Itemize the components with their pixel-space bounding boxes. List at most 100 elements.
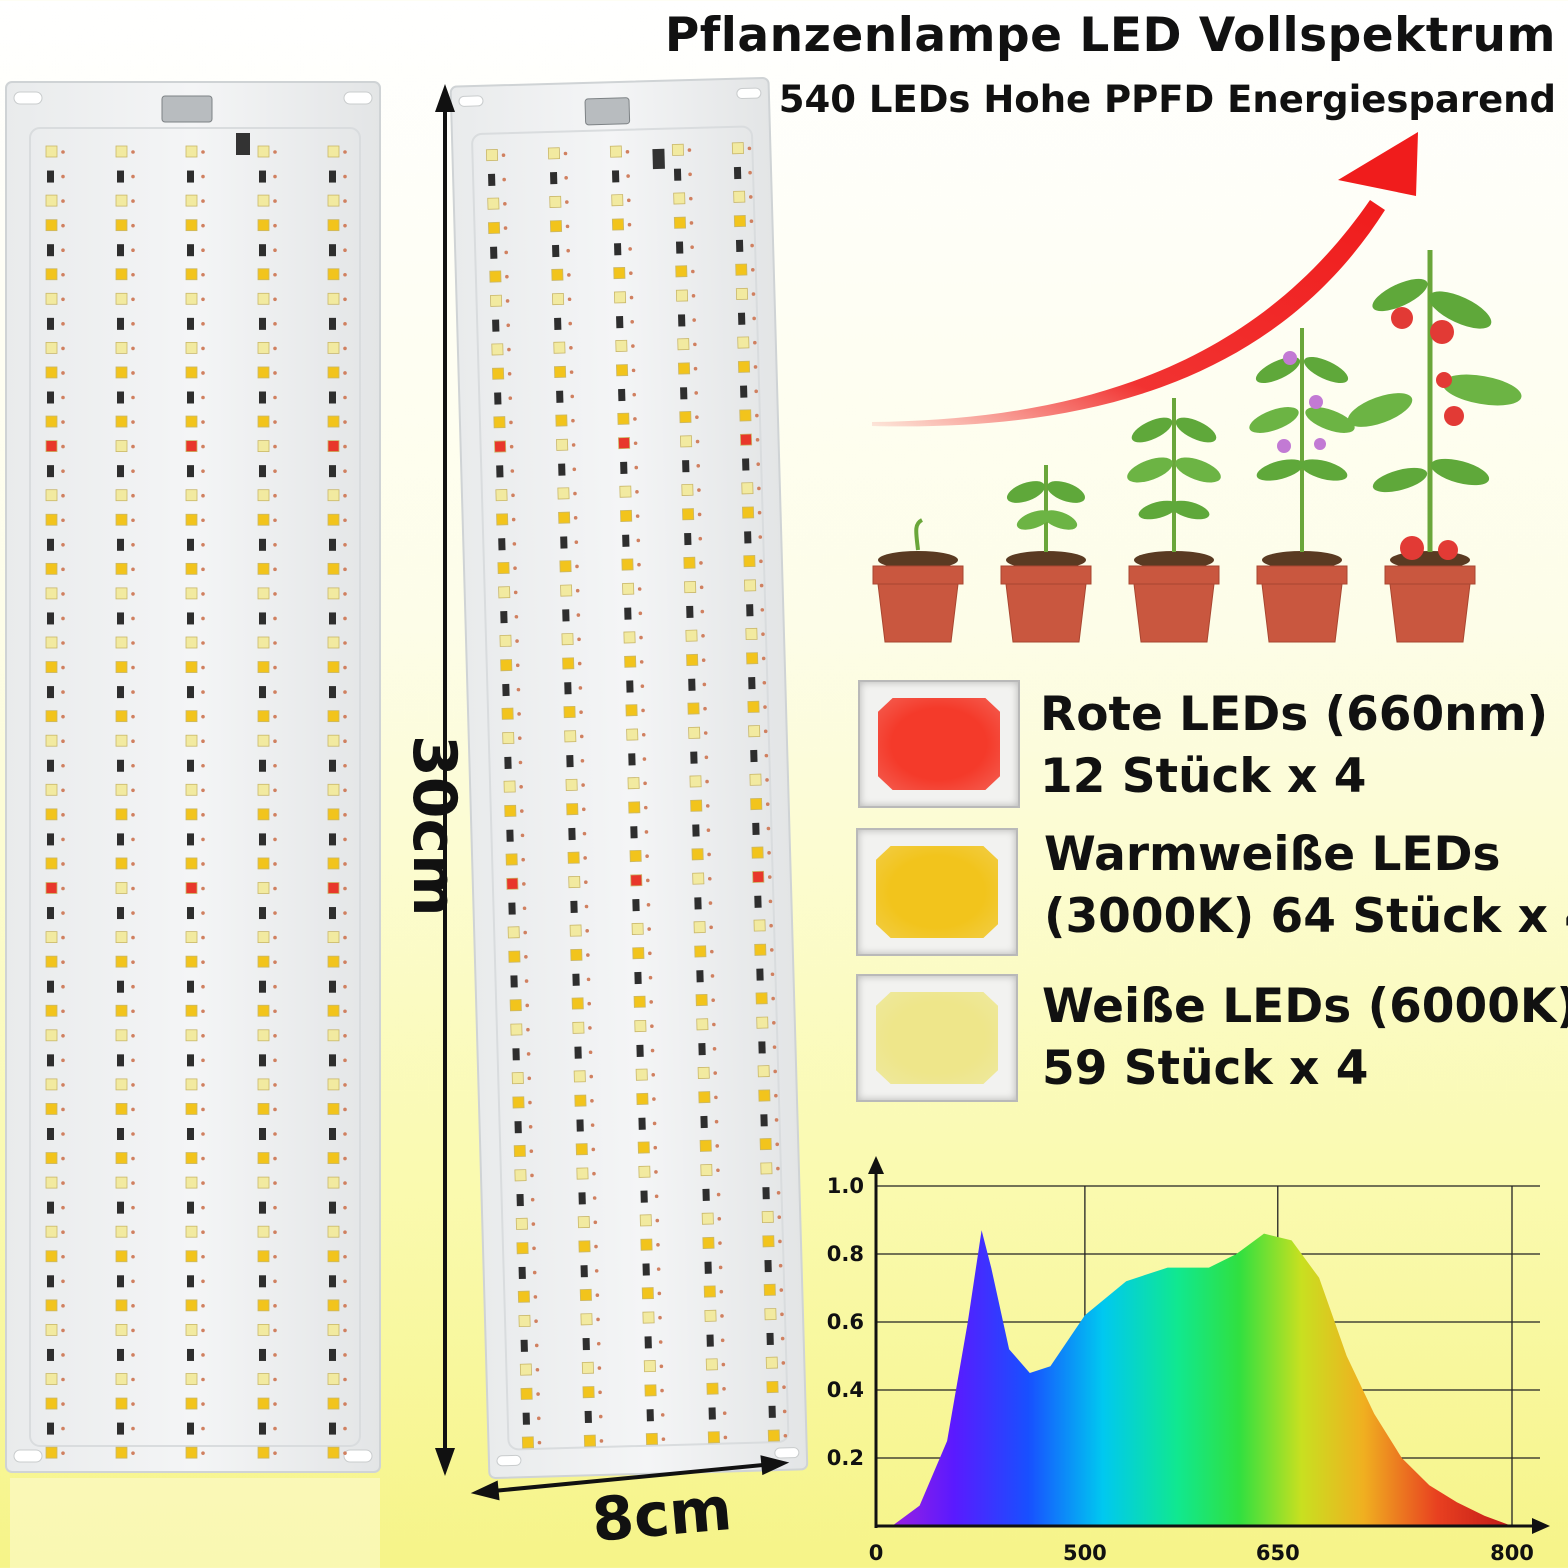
led-marker bbox=[131, 1205, 135, 1210]
led-marker bbox=[656, 1267, 661, 1271]
led-marker bbox=[720, 1338, 725, 1343]
led-marker bbox=[273, 248, 277, 252]
led-marker bbox=[644, 830, 649, 834]
led-marker bbox=[565, 224, 570, 229]
led-marker bbox=[201, 862, 205, 866]
resistor bbox=[187, 833, 194, 846]
led-marker bbox=[61, 763, 65, 768]
led-marker bbox=[532, 1270, 537, 1275]
resistor bbox=[522, 1412, 530, 1425]
led-dot bbox=[45, 1299, 58, 1312]
led-marker bbox=[708, 901, 713, 905]
led-dot bbox=[704, 1309, 717, 1322]
led-marker bbox=[533, 1295, 538, 1299]
led-marker bbox=[527, 1076, 532, 1081]
led-marker bbox=[687, 148, 692, 152]
led-marker bbox=[513, 590, 518, 595]
led-dot bbox=[185, 931, 198, 943]
led-marker bbox=[273, 272, 277, 277]
led-marker bbox=[520, 833, 525, 838]
led-dot bbox=[551, 268, 564, 281]
resistor bbox=[259, 244, 266, 257]
warm-white-led-chip-icon bbox=[856, 828, 1018, 956]
led-marker bbox=[273, 690, 277, 694]
led-marker bbox=[273, 1328, 277, 1333]
led-marker bbox=[578, 686, 583, 690]
led-dot bbox=[519, 1363, 532, 1376]
resistor bbox=[616, 316, 624, 329]
soil bbox=[1006, 551, 1086, 569]
resistor bbox=[117, 907, 124, 920]
led-marker bbox=[771, 996, 775, 1001]
led-marker bbox=[131, 543, 135, 547]
legend-warm-white: Warmweiße LEDs (3000K) 64 Stück x 4 bbox=[1044, 824, 1568, 948]
led-marker bbox=[703, 731, 708, 735]
led-dot bbox=[115, 341, 128, 354]
led-marker bbox=[273, 518, 277, 523]
led-marker bbox=[702, 682, 707, 687]
resistor bbox=[560, 536, 568, 549]
led-marker bbox=[343, 223, 347, 228]
led-dot bbox=[45, 440, 58, 453]
led-dot bbox=[257, 955, 270, 968]
led-dot bbox=[185, 513, 198, 526]
led-marker bbox=[509, 444, 514, 449]
growth-arrow-icon bbox=[872, 132, 1418, 427]
led-dot bbox=[693, 921, 706, 934]
led-dot bbox=[45, 857, 58, 870]
led-marker bbox=[201, 174, 205, 179]
led-marker bbox=[635, 514, 640, 518]
led-marker bbox=[201, 960, 205, 964]
led-marker bbox=[660, 1388, 664, 1393]
led-marker bbox=[592, 1196, 597, 1200]
led-dot bbox=[583, 1434, 596, 1447]
led-dot bbox=[45, 219, 58, 232]
resistor bbox=[500, 611, 508, 624]
resistor bbox=[680, 387, 688, 400]
led-marker bbox=[696, 464, 701, 468]
led-dot bbox=[681, 483, 694, 496]
led-marker bbox=[506, 323, 511, 328]
led-marker bbox=[343, 1205, 347, 1210]
led-marker bbox=[131, 1156, 135, 1161]
led-dot bbox=[327, 1446, 340, 1459]
led-dot bbox=[680, 435, 693, 448]
led-marker bbox=[273, 1132, 277, 1136]
led-marker bbox=[775, 1142, 780, 1147]
led-marker bbox=[594, 1269, 599, 1273]
led-marker bbox=[627, 222, 632, 227]
led-marker bbox=[584, 904, 589, 909]
resistor bbox=[642, 1263, 650, 1276]
led-dot bbox=[682, 508, 695, 521]
led-marker bbox=[650, 1024, 654, 1029]
led-dot bbox=[514, 1169, 527, 1182]
led-dot bbox=[257, 513, 270, 526]
led-marker bbox=[690, 245, 694, 250]
pot-body bbox=[1389, 583, 1471, 643]
resistor bbox=[187, 759, 194, 772]
led-dot bbox=[569, 924, 582, 937]
height-label: 30cm bbox=[399, 735, 469, 917]
led-marker bbox=[343, 371, 347, 375]
led-dot bbox=[639, 1214, 652, 1227]
led-dot bbox=[506, 877, 519, 890]
led-marker bbox=[577, 637, 581, 642]
led-marker bbox=[757, 486, 761, 491]
led-marker bbox=[596, 1341, 601, 1346]
led-marker bbox=[515, 639, 519, 643]
x-tick-label: 800 bbox=[1490, 1541, 1534, 1564]
led-dot bbox=[45, 710, 58, 723]
led-marker bbox=[585, 928, 589, 933]
resistor bbox=[578, 1192, 586, 1205]
led-marker bbox=[694, 391, 699, 395]
resistor bbox=[556, 390, 564, 403]
led-dot bbox=[688, 726, 701, 739]
led-marker bbox=[590, 1099, 594, 1103]
led-marker bbox=[131, 199, 135, 203]
led-marker bbox=[658, 1315, 662, 1320]
led-marker bbox=[131, 1230, 135, 1234]
led-marker bbox=[201, 1353, 205, 1357]
resistor bbox=[259, 1275, 266, 1288]
resistor bbox=[187, 1128, 194, 1140]
led-marker bbox=[131, 1377, 135, 1382]
